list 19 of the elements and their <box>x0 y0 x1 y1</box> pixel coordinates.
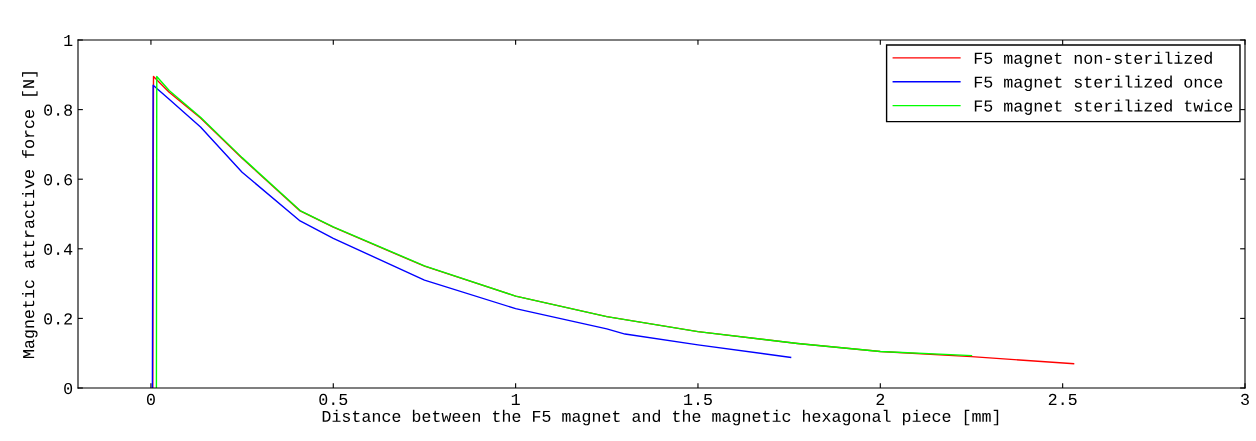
y-axis-title: Magnetic attractive force [N] <box>22 72 38 358</box>
y-tick-label: 1 <box>64 35 73 47</box>
y-tick-label: 0.8 <box>44 104 73 116</box>
x-tick-label: 0 <box>146 393 155 406</box>
legend-label: F5 magnet sterilized twice <box>974 99 1233 115</box>
x-tick-label: 2 <box>876 393 885 405</box>
x-tick-label: 1 <box>511 393 520 405</box>
x-axis-title: Distance between the F5 magnet and the magnetic hexagonal piece [mm] <box>322 409 999 426</box>
legend-label: F5 magnet non-sterilized <box>974 51 1212 68</box>
x-tick-label: 0.5 <box>319 393 348 406</box>
y-tick-label: 0.4 <box>44 243 73 255</box>
x-tick-label: 1.5 <box>684 393 712 406</box>
x-tick-label: 2.5 <box>1048 393 1077 406</box>
x-tick-label: 3 <box>1241 393 1249 406</box>
legend-label: F5 magnet sterilized once <box>974 75 1223 92</box>
y-tick-label: 0.2 <box>44 313 72 325</box>
y-tick-label: 0 <box>64 382 73 395</box>
y-tick-label: 0.6 <box>44 174 73 186</box>
line-series <box>151 84 792 388</box>
